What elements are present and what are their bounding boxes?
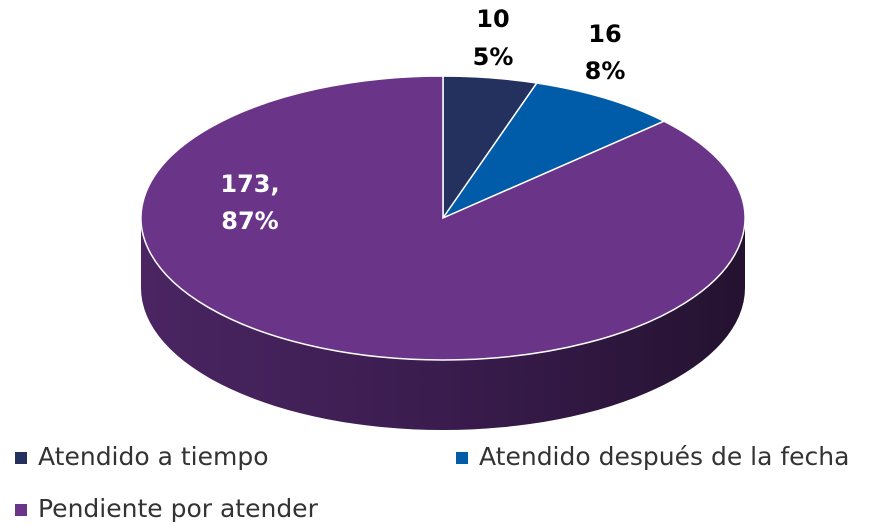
slice-side	[141, 218, 745, 430]
slice	[440, 82, 666, 220]
pie-sides	[141, 218, 745, 430]
slice	[140, 75, 746, 361]
legend: Atendido a tiempo Atendido después de la …	[15, 442, 849, 523]
legend-label: Atendido a tiempo	[38, 442, 269, 471]
value-label: 173,	[220, 170, 279, 198]
value-label: 10	[476, 5, 509, 33]
legend-swatch	[15, 504, 27, 516]
legend-label: Pendiente por atender	[38, 494, 319, 523]
value-label: 16	[588, 20, 621, 48]
legend-label: Atendido después de la fecha	[479, 442, 849, 471]
legend-swatch	[15, 452, 27, 464]
pie-tops	[140, 75, 746, 361]
percent-label: 5%	[473, 43, 514, 71]
legend-swatch	[456, 452, 468, 464]
percent-label: 87%	[221, 207, 278, 235]
percent-label: 8%	[585, 57, 626, 85]
data-labels: 10 5% 16 8% 173, 87%	[220, 5, 625, 235]
